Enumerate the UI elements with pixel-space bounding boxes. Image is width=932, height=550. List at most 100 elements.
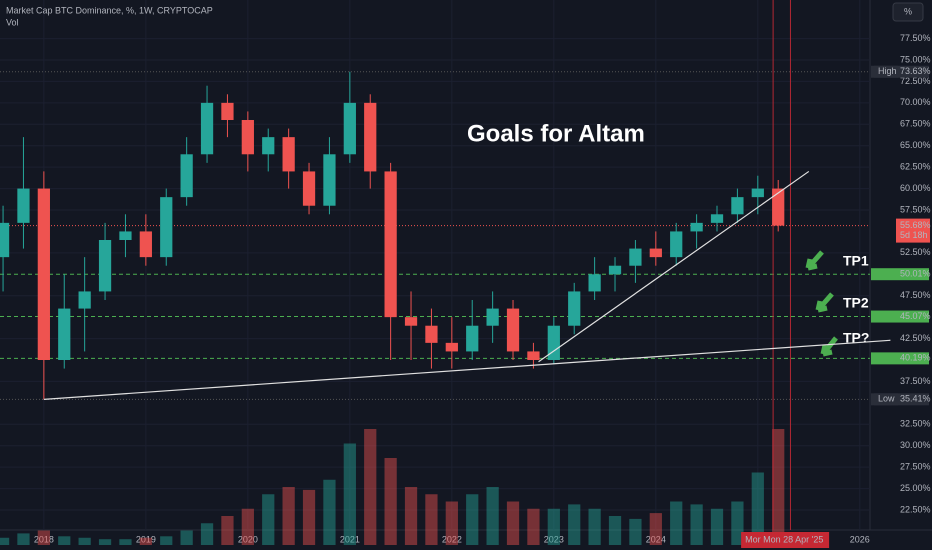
candle-body — [343, 102, 356, 155]
x-tick-label: 2018 — [34, 534, 54, 544]
volume-bar — [221, 516, 234, 545]
candle-body — [58, 308, 71, 360]
high-mark-label: 73.63% — [900, 66, 931, 76]
low-mark-label: 35.41% — [900, 394, 931, 404]
candle-body — [670, 231, 683, 258]
y-tick-label: 67.50% — [900, 119, 931, 129]
arrow — [820, 336, 838, 357]
level-tag — [871, 310, 929, 323]
volume-bar — [486, 487, 499, 545]
candle-body — [262, 137, 275, 155]
candle-body — [282, 137, 295, 172]
y-tick-label: 60.00% — [900, 183, 931, 193]
crosshair-label: Mor — [745, 534, 761, 544]
y-tick-label: 72.50% — [900, 76, 931, 86]
current-label: 55.68% — [900, 220, 931, 230]
candle-body — [78, 291, 91, 309]
candle-body — [751, 188, 764, 198]
volume-bar — [282, 487, 295, 545]
volume-bar — [772, 429, 785, 545]
volume-bar — [670, 501, 683, 545]
candle-body — [486, 308, 499, 326]
volume-bar — [200, 523, 214, 545]
volume-bar — [506, 501, 520, 545]
volume-bar — [343, 443, 356, 545]
candle-body — [0, 222, 10, 258]
candle-body — [404, 317, 418, 326]
level-tag — [871, 352, 929, 365]
x-tick-label: 2021 — [340, 534, 360, 544]
volume-bar — [139, 537, 152, 545]
candle-body — [139, 231, 152, 258]
volume-bar — [0, 537, 10, 545]
candle-body — [547, 325, 560, 360]
volume-bar — [588, 508, 601, 545]
volume-bar — [608, 516, 622, 545]
candle-body — [608, 265, 622, 275]
volume-bar — [241, 508, 254, 545]
volume-bar — [37, 530, 50, 545]
annotation: Goals for Altam — [467, 120, 645, 147]
candle-body — [629, 248, 642, 266]
volume-bar — [547, 508, 560, 545]
x-tick-label: 2019 — [136, 534, 156, 544]
x-tick-label: 2022 — [442, 534, 462, 544]
candle-body — [364, 102, 377, 172]
crosshair-tag — [741, 532, 830, 548]
volume-bar — [404, 487, 418, 545]
x-tick-label: 2023 — [544, 534, 564, 544]
candle-body — [384, 171, 397, 318]
level-label: 50.01% — [900, 269, 931, 279]
volume-bar — [751, 472, 764, 545]
y-tick-label: 27.50% — [900, 462, 931, 472]
unit-button[interactable] — [892, 2, 924, 22]
candle-body — [17, 188, 30, 223]
candle-body — [710, 214, 724, 223]
countdown-label: 5d 18h — [900, 230, 928, 240]
level-tag — [871, 268, 929, 281]
volume-bar — [649, 513, 662, 545]
candle-body — [772, 188, 785, 226]
volume-bar — [629, 518, 642, 545]
y-tick-label: 62.50% — [900, 162, 931, 172]
crosshair-label: Mon 28 Apr '25 — [763, 534, 823, 544]
x-tick-label: 2026 — [850, 534, 870, 544]
volume-bar — [425, 494, 438, 545]
candle-body — [221, 102, 234, 120]
y-tick-label: 77.50% — [900, 33, 931, 43]
candle-body — [302, 171, 316, 206]
volume-bar — [568, 504, 581, 545]
volume-bar — [690, 504, 703, 545]
y-tick-label: 57.50% — [900, 204, 931, 214]
candle-body — [98, 240, 112, 292]
y-tick-label: 75.00% — [900, 54, 931, 64]
candle-body — [445, 342, 458, 352]
chart-title: Market Cap BTC Dominance, %, 1W, CRYPTOC… — [6, 5, 213, 15]
volume-bar — [180, 530, 193, 545]
candle-body — [568, 291, 581, 326]
candle-body — [649, 248, 662, 258]
volume-bar — [78, 537, 91, 545]
volume-bar — [364, 429, 377, 545]
x-tick-label: 2024 — [646, 534, 666, 544]
y-tick-label: 52.50% — [900, 247, 931, 257]
y-tick-label: 32.50% — [900, 419, 931, 429]
volume-bar — [710, 508, 724, 545]
volume-bar — [384, 458, 397, 545]
y-tick-label: 37.50% — [900, 376, 931, 386]
y-tick-label: 47.50% — [900, 290, 931, 300]
arrow — [815, 292, 834, 313]
current-tag — [896, 218, 930, 243]
volume-label: Vol — [6, 17, 19, 27]
candle-body — [588, 274, 601, 292]
level-label: 45.07% — [900, 311, 931, 321]
y-tick-label: 70.00% — [900, 97, 931, 107]
candle-body — [323, 154, 336, 206]
candle-body — [180, 154, 193, 198]
annotation: TP2 — [843, 295, 869, 311]
candle-body — [731, 197, 744, 215]
unit-label[interactable]: % — [904, 6, 912, 16]
candle-body — [506, 308, 520, 352]
